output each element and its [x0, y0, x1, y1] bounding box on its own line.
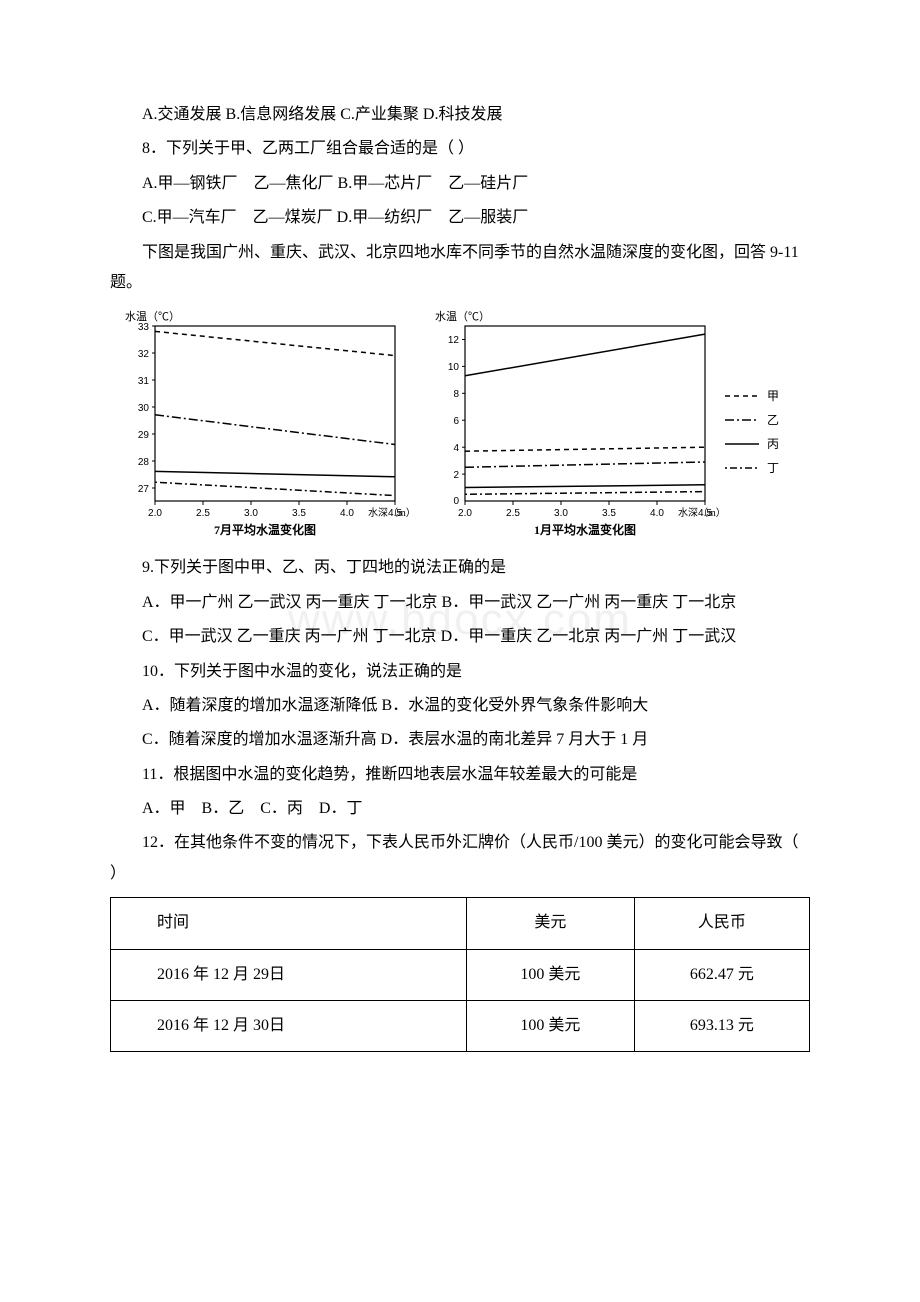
svg-text:28: 28 [138, 457, 150, 468]
svg-text:29: 29 [138, 430, 150, 441]
cell-usd: 100 美元 [467, 1001, 635, 1052]
q8-opt-line1: A.甲—钢铁厂 乙—焦化厂 B.甲—芯片厂 乙—硅片厂 [110, 169, 810, 199]
q9-stem: 9.下列关于图中甲、乙、丙、丁四地的说法正确的是 [110, 553, 810, 583]
svg-text:10: 10 [448, 362, 460, 373]
svg-text:2.5: 2.5 [506, 508, 520, 519]
chart-intro: 下图是我国广州、重庆、武汉、北京四地水库不同季节的自然水温随深度的变化图，回答 … [110, 238, 810, 299]
chart-january: 水温（℃） 12 10 8 6 4 2 0 2.0 2.5 3.0 3.5 [425, 306, 805, 541]
ylabel-left: 水温（℃） [125, 310, 180, 323]
table-header-time: 时间 [111, 898, 467, 949]
svg-text:丁: 丁 [767, 461, 779, 475]
svg-text:33: 33 [138, 322, 150, 333]
svg-text:4: 4 [453, 443, 459, 454]
svg-text:8: 8 [453, 389, 459, 400]
q8-opt-line2: C.甲—汽车厂 乙—煤炭厂 D.甲—纺织厂 乙—服装厂 [110, 203, 810, 233]
table-row: 2016 年 12 月 29日 100 美元 662.47 元 [111, 949, 810, 1000]
svg-text:4.0: 4.0 [340, 508, 354, 519]
exchange-rate-table: 时间 美元 人民币 2016 年 12 月 29日 100 美元 662.47 … [110, 897, 810, 1052]
q12-stem: 12．在其他条件不变的情况下，下表人民币外汇牌价（人民币/100 美元）的变化可… [110, 828, 810, 889]
q11-stem: 11．根据图中水温的变化趋势，推断四地表层水温年较差最大的可能是 [110, 760, 810, 790]
q10-opt-line2: C．随着深度的增加水温逐渐升高 D．表层水温的南北差异 7 月大于 1 月 [110, 725, 810, 755]
table-row: 时间 美元 人民币 [111, 898, 810, 949]
svg-text:4.0: 4.0 [650, 508, 664, 519]
table-row: 2016 年 12 月 30日 100 美元 693.13 元 [111, 1001, 810, 1052]
svg-text:3.5: 3.5 [602, 508, 616, 519]
q10-opt-line1: A．随着深度的增加水温逐渐降低 B．水温的变化受外界气象条件影响大 [110, 691, 810, 721]
table-header-cny: 人民币 [634, 898, 809, 949]
q9-opt-line2: C．甲一武汉 乙一重庆 丙一广州 丁一北京 D．甲一重庆 乙一北京 丙一广州 丁… [110, 622, 810, 652]
svg-text:32: 32 [138, 349, 150, 360]
chart-right-title: 1月平均水温变化图 [534, 522, 636, 537]
chart-july: 水温（℃） 33 32 31 30 29 28 27 2.0 2.5 [115, 306, 415, 541]
q10-stem: 10．下列关于图中水温的变化，说法正确的是 [110, 657, 810, 687]
svg-text:31: 31 [138, 376, 150, 387]
svg-text:2.5: 2.5 [196, 508, 210, 519]
q8-stem: 8．下列关于甲、乙两工厂组合最合适的是（ ） [110, 134, 810, 164]
svg-text:3.0: 3.0 [554, 508, 568, 519]
xlabel-left: 水深（m） [368, 507, 415, 519]
ylabel-right: 水温（℃） [435, 310, 490, 323]
cell-usd: 100 美元 [467, 949, 635, 1000]
q7-options: A.交通发展 B.信息网络发展 C.产业集聚 D.科技发展 [110, 100, 810, 130]
q11-opts: A．甲 B．乙 C．丙 D．丁 [110, 794, 810, 824]
svg-text:30: 30 [138, 403, 150, 414]
svg-text:2: 2 [453, 470, 459, 481]
svg-text:2.0: 2.0 [458, 508, 472, 519]
cell-date: 2016 年 12 月 30日 [111, 1001, 467, 1052]
q9-opt-line1: A．甲一广州 乙一武汉 丙一重庆 丁一北京 B．甲一武汉 乙一广州 丙一重庆 丁… [110, 588, 810, 618]
cell-date: 2016 年 12 月 29日 [111, 949, 467, 1000]
charts-container: 水温（℃） 33 32 31 30 29 28 27 2.0 2.5 [110, 306, 810, 541]
svg-text:3.5: 3.5 [292, 508, 306, 519]
svg-text:12: 12 [448, 335, 460, 346]
svg-text:3.0: 3.0 [244, 508, 258, 519]
table-header-usd: 美元 [467, 898, 635, 949]
svg-text:乙: 乙 [767, 413, 779, 427]
svg-text:6: 6 [453, 416, 459, 427]
cell-cny: 662.47 元 [634, 949, 809, 1000]
chart-left-title: 7月平均水温变化图 [214, 522, 316, 537]
svg-text:丙: 丙 [767, 437, 779, 451]
cell-cny: 693.13 元 [634, 1001, 809, 1052]
svg-text:2.0: 2.0 [148, 508, 162, 519]
xlabel-right: 水深（m） [678, 507, 726, 519]
svg-text:0: 0 [453, 496, 459, 507]
svg-text:27: 27 [138, 484, 150, 495]
svg-text:甲: 甲 [767, 389, 779, 403]
